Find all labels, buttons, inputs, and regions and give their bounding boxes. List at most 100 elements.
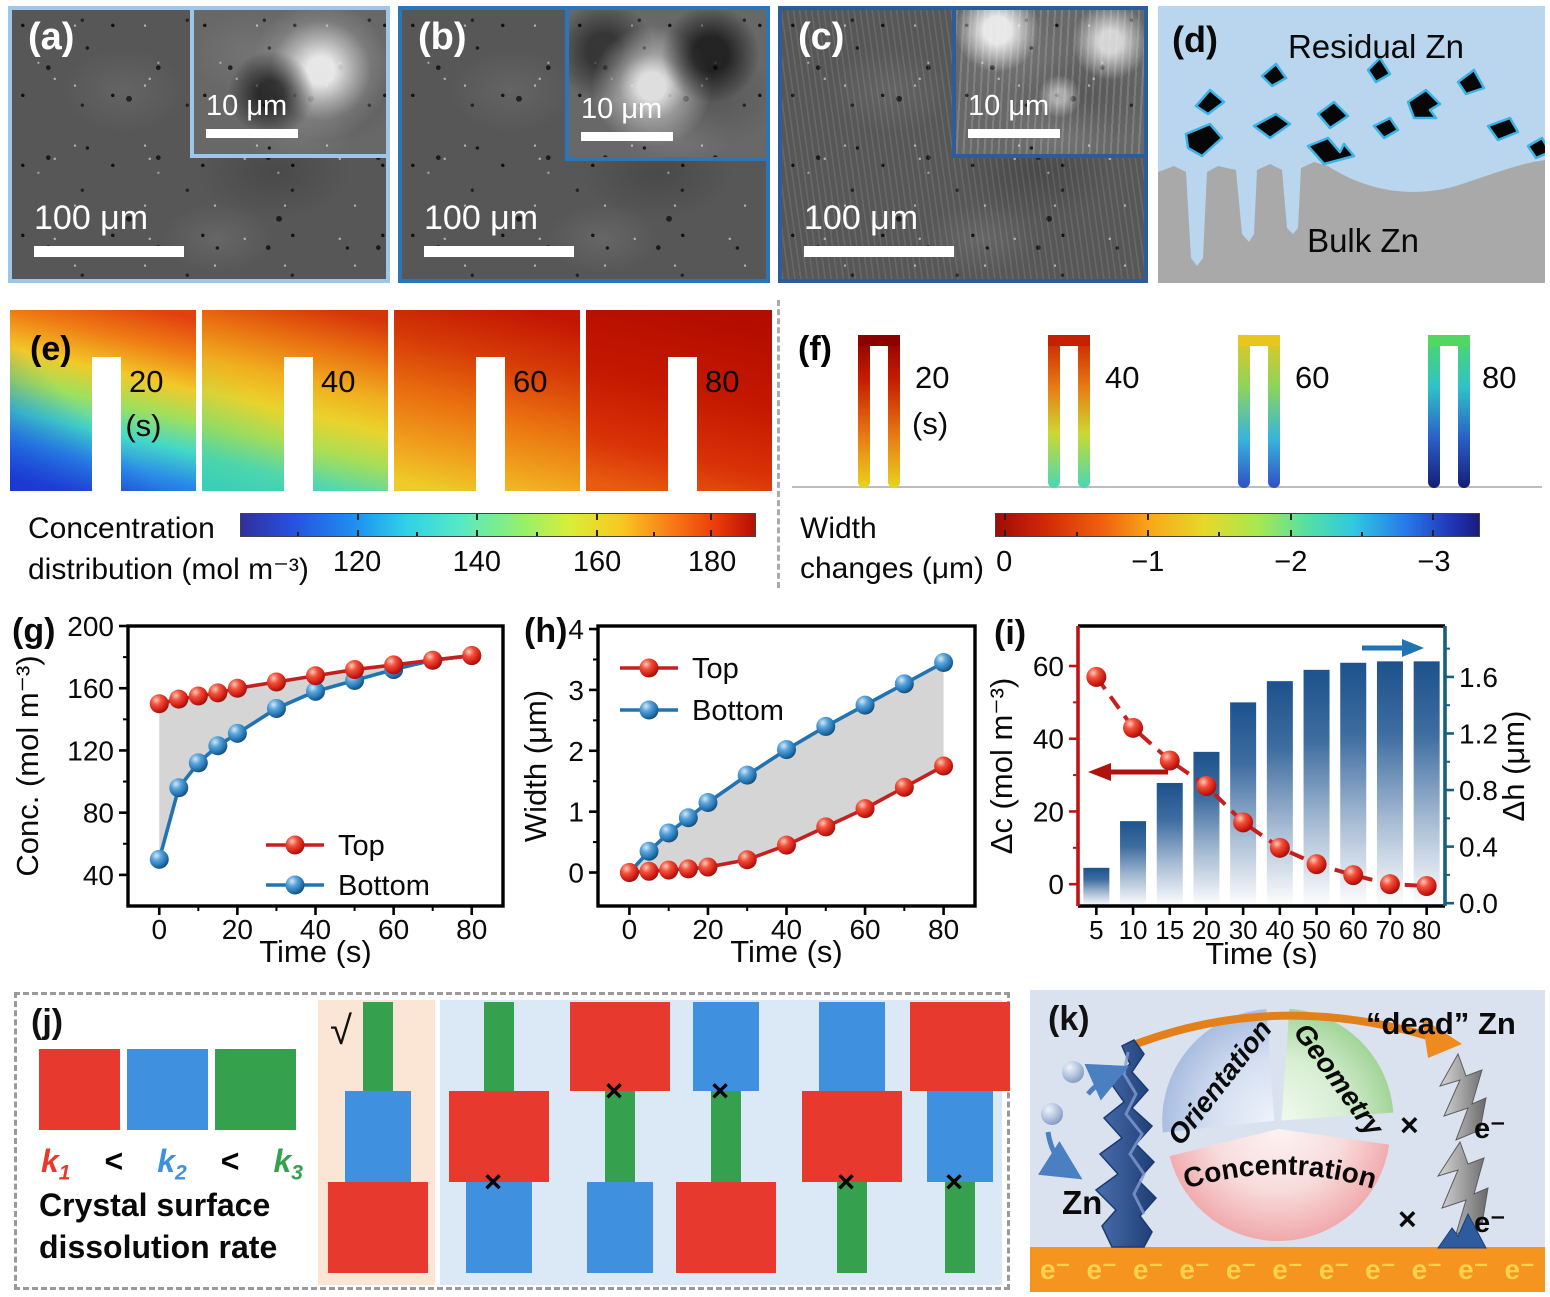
colorbar-tick-label: −1: [1131, 546, 1165, 578]
dead-zn-fragment-upper: [1438, 1052, 1487, 1141]
colorbar-tick: [595, 514, 598, 520]
colorbar-f-title-1: Width: [800, 512, 877, 545]
data-point: [855, 695, 875, 715]
width-profile-20s: [858, 335, 900, 488]
time-label: 20: [129, 364, 164, 400]
data-point: [737, 850, 757, 870]
sem-panel-a: (a) 10 μm 100 μm: [8, 6, 390, 283]
check-icon: √: [330, 1009, 352, 1053]
electron-symbol: e⁻: [1318, 1254, 1350, 1285]
electrode-slot: [91, 357, 121, 491]
inset-scale-text: 10 μm: [968, 90, 1050, 122]
invalid-cross-icon: ×: [604, 1073, 624, 1108]
residual-stub: [1437, 1212, 1487, 1249]
residual-zn-label: Residual Zn: [1288, 28, 1464, 65]
colorbar-e: [240, 513, 756, 537]
crystal-block-red: [328, 1182, 428, 1273]
electron-symbol: e⁻: [1132, 1254, 1164, 1285]
colorbar-tick: [1289, 530, 1292, 536]
shaded-band: [629, 662, 944, 873]
delta-c-line: [1094, 675, 1427, 888]
y-tick-label: 80: [83, 798, 114, 829]
data-point: [227, 723, 247, 743]
k3-term: k3: [273, 1143, 303, 1185]
scale-bar: [424, 246, 574, 257]
colorbar-tick: [475, 530, 478, 536]
data-point: [698, 857, 718, 877]
x-axis-label: Time (s): [730, 934, 843, 968]
time-label: 20: [915, 360, 950, 395]
concentration-map-40s: 40: [202, 310, 388, 491]
crystal-block-green: [363, 1002, 393, 1091]
data-point: [659, 860, 679, 880]
left-tick-label: 40: [1033, 724, 1064, 755]
orientation-wedge: [1162, 1009, 1275, 1133]
data-point: [639, 861, 659, 881]
width-profile-60s: [1238, 335, 1280, 488]
y-tick-label: 200: [67, 611, 114, 642]
data-point: [462, 646, 482, 666]
inset-scale-text: 10 μm: [581, 93, 663, 125]
data-point: [678, 859, 698, 879]
x-tick-label: 30: [1229, 915, 1258, 945]
colorbar-f: [995, 513, 1480, 537]
data-point: [1306, 854, 1327, 875]
concentration-map-60s: 60: [394, 310, 580, 491]
y-tick-label: 2: [568, 736, 584, 767]
data-point: [149, 694, 169, 714]
x-tick-label: 60: [1339, 915, 1368, 945]
data-point: [188, 753, 208, 773]
panel-a-label: (a): [28, 16, 75, 58]
scale-bar: [206, 129, 298, 138]
scale-bar: [581, 132, 673, 141]
right-axis-label: Δh (μm): [1496, 711, 1531, 822]
blocked-cross-icon: ×: [1400, 1107, 1419, 1143]
colorbar-tick: [710, 530, 713, 536]
legend-label: Top: [692, 653, 739, 685]
right-tick-label: 0.8: [1459, 775, 1498, 806]
sem-inset-a: 10 μm: [190, 6, 390, 158]
electron-current-collector: e⁻ e⁻ e⁻ e⁻ e⁻ e⁻ e⁻ e⁻ e⁻ e⁻ e⁻: [1030, 1247, 1545, 1292]
main-scalebar: 100 μm: [34, 199, 184, 257]
panel-label: (i): [994, 614, 1026, 652]
data-point: [169, 778, 189, 798]
invalid-cross-icon: ×: [483, 1164, 503, 1199]
data-point: [423, 650, 443, 670]
x-tick-label: 20: [222, 914, 253, 945]
x-tick-label: 70: [1375, 915, 1404, 945]
delta-h-bar: [1413, 661, 1440, 906]
colorbar-e-title-1: Concentration: [28, 512, 215, 545]
data-point: [1379, 874, 1400, 895]
right-tick-label: 1.2: [1459, 718, 1498, 749]
right-tick-label: 0.4: [1459, 832, 1498, 863]
y-tick-label: 1: [568, 797, 584, 828]
electron-label: e⁻: [1474, 1113, 1505, 1145]
x-tick-label: 50: [1302, 915, 1331, 945]
data-point: [1416, 876, 1437, 896]
factor-pie: Orientation Geometry Concentration: [1161, 1008, 1394, 1242]
colorbar-minor-tick: [1075, 532, 1078, 536]
panel-c-label: (c): [798, 16, 845, 58]
main-scalebar: 100 μm: [804, 199, 954, 257]
data-point: [384, 655, 404, 675]
sem-inset-c: 10 μm: [952, 6, 1148, 158]
data-point: [1269, 837, 1290, 858]
crystal-block-blue: [345, 1091, 411, 1182]
colorbar-tick-label: −2: [1274, 546, 1308, 578]
x-tick-label: 20: [1192, 915, 1221, 945]
rate-inequality: k1 < k2 < k3: [41, 1143, 303, 1185]
scale-bar: [34, 246, 184, 257]
inset-scale-text: 10 μm: [206, 90, 288, 122]
data-point: [1233, 812, 1254, 833]
data-point: [855, 799, 875, 819]
electron-symbol: e⁻: [1504, 1254, 1535, 1285]
x-tick-label: 80: [456, 914, 487, 945]
x-tick-label: 40: [771, 914, 802, 945]
electron-symbol: e⁻: [1365, 1254, 1396, 1285]
y-tick-label: 40: [83, 860, 114, 891]
ion-flux-arrow-icon: [1037, 1131, 1083, 1180]
inset-scalebar: 10 μm: [968, 90, 1060, 138]
left-axis-label: Δc (mol m⁻³): [990, 678, 1019, 855]
less-than: <: [104, 1143, 124, 1179]
